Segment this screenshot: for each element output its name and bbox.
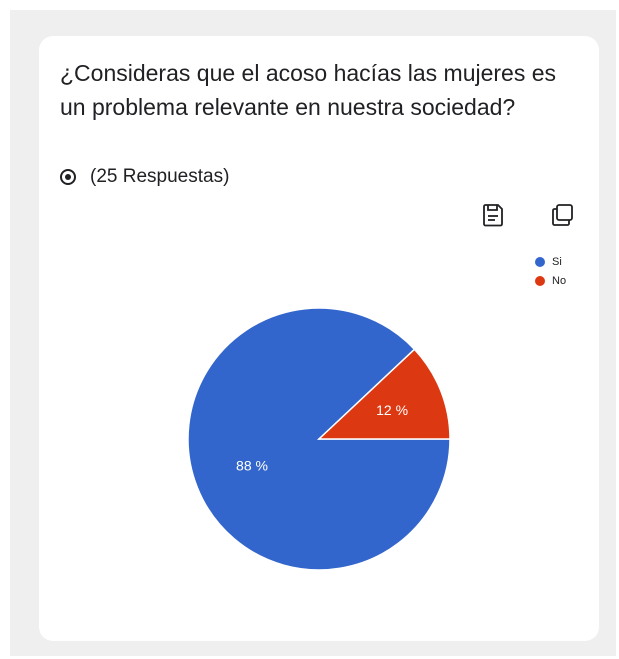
legend-item-si: Si <box>535 252 566 271</box>
legend-item-no: No <box>535 271 566 290</box>
legend-swatch-no <box>535 275 545 286</box>
chart-legend: Si No <box>535 252 566 290</box>
responses-row[interactable]: (25 Respuestas) <box>60 166 229 188</box>
legend-label-si: Si <box>552 255 562 268</box>
question-title: ¿Consideras que el acoso hacías las muje… <box>60 60 557 120</box>
question-card: ¿Consideras que el acoso hacías las muje… <box>39 36 599 641</box>
copy-icon[interactable] <box>548 201 576 229</box>
radio-selected-icon[interactable] <box>60 169 76 185</box>
legend-swatch-si <box>535 256 545 267</box>
pie-chart: 88 % 12 % <box>187 307 451 571</box>
pie-slice-no[interactable] <box>317 348 451 440</box>
pie-label-no: 12 % <box>376 402 408 418</box>
legend-label-no: No <box>552 274 567 287</box>
pie-label-si: 88 % <box>236 458 268 474</box>
responses-count: (25 Respuestas) <box>90 166 230 187</box>
save-icon[interactable] <box>479 201 507 229</box>
